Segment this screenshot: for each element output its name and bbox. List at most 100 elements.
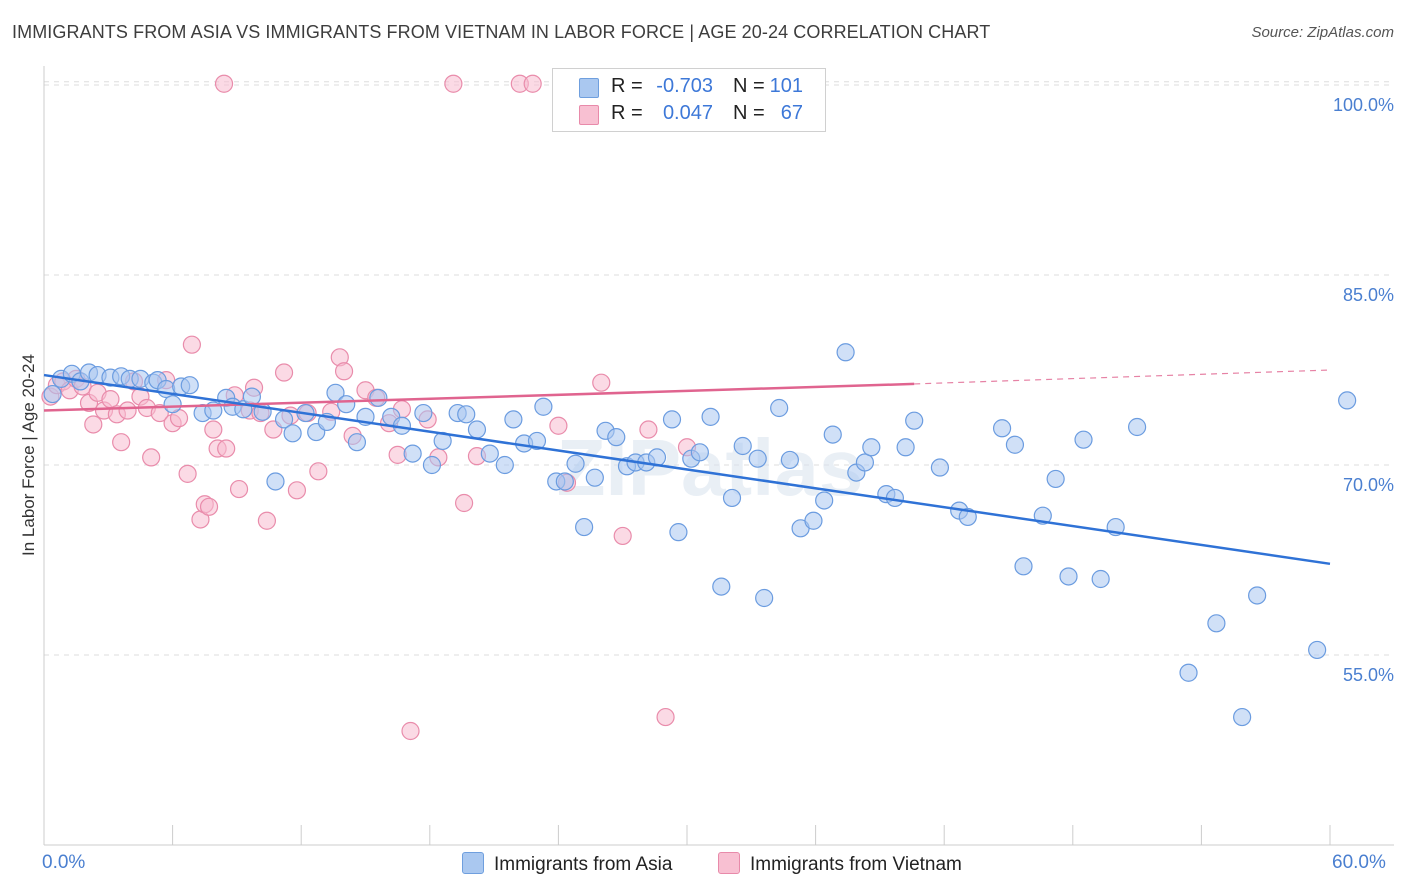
point-vietnam [656,707,675,727]
y-tick-labels: 55.0% 70.0% 85.0% 100.0% [1333,95,1394,685]
trend-vietnam [43,382,915,412]
y-tick-label: 70.0% [1343,475,1394,495]
point-asia [283,424,302,443]
trend-lines [43,369,1331,566]
point-asia [1005,435,1025,454]
point-asia [163,395,182,414]
point-asia [1179,663,1198,682]
point-asia [722,488,742,508]
legend-n-value: 67 [780,102,803,124]
legend-row-asia: R = -0.703 N = 101 [553,73,825,101]
point-asia [712,577,731,596]
point-asia [780,450,799,470]
point-asia [930,458,950,477]
point-asia [862,438,881,457]
point-asia [467,420,487,439]
point-asia [555,472,574,491]
point-asia [414,403,433,423]
point-vietnam [229,479,249,499]
axes [43,66,1394,846]
point-vietnam [118,401,137,420]
y-tick-label: 85.0% [1343,285,1394,305]
legend-n-value: 101 [769,75,803,97]
point-vietnam [454,493,474,513]
point-asia [905,411,924,430]
point-asia [566,454,585,473]
point-asia [1074,430,1093,449]
point-asia [504,410,523,429]
point-vietnam [217,439,236,458]
point-asia [701,407,720,426]
point-vietnam [309,462,328,481]
legend-swatch-vietnam [579,105,599,125]
point-asia [1014,557,1033,576]
point-asia [1091,569,1110,589]
point-vietnam [334,362,354,381]
point-asia [1233,707,1252,727]
point-vietnam [401,721,420,741]
legend-swatch-asia [462,852,484,874]
point-asia [575,517,594,537]
point-asia [755,588,774,608]
point-asia [815,491,834,510]
legend-r-value: 0.047 [662,102,713,124]
point-asia [836,343,855,362]
point-vietnam [613,526,632,546]
trend-vietnam-extension [914,369,1331,385]
legend-item-asia: Immigrants from Asia [462,852,672,876]
point-asia [770,398,789,418]
point-asia [690,443,709,462]
y-axis-label: In Labor Force | Age 20-24 [19,354,38,556]
legend-n-label: N = [733,75,765,97]
series-asia-points [43,343,1357,727]
point-vietnam [101,390,120,409]
point-vietnam [444,74,463,93]
point-vietnam [257,511,277,530]
y-tick-label: 55.0% [1343,665,1394,685]
point-vietnam [549,416,568,435]
point-vietnam [178,464,197,483]
point-asia [266,472,285,491]
point-vietnam [592,373,611,392]
point-asia [1248,586,1267,605]
point-asia [369,388,388,407]
point-vietnam [287,481,307,500]
point-asia [896,438,915,457]
point-vietnam [214,74,234,93]
legend-swatch-asia [579,78,599,98]
point-vietnam [204,420,223,439]
point-asia [733,436,752,456]
series-legend: Immigrants from Asia Immigrants from Vie… [0,852,1406,878]
legend-row-vietnam: R = 0.047 N = 67 [553,100,825,128]
y-tick-label: 100.0% [1333,95,1394,115]
point-vietnam [84,415,103,434]
point-asia [855,453,874,472]
point-asia [403,444,422,463]
legend-r-value: -0.703 [656,75,713,97]
point-asia [1046,469,1065,489]
point-asia [585,468,604,487]
point-vietnam [274,363,294,382]
point-asia [527,431,547,451]
point-asia [958,507,977,527]
point-asia [662,410,682,429]
point-asia [748,449,767,468]
legend-r-label: R = [611,102,643,124]
point-asia [495,455,514,475]
point-asia [347,433,367,452]
point-asia [1127,417,1147,437]
point-asia [992,419,1012,438]
point-asia [1338,391,1357,410]
correlation-legend: R = -0.703 N = 101 R = 0.047 N = 67 [552,68,826,132]
point-asia [607,428,626,447]
chart-title: IMMIGRANTS FROM ASIA VS IMMIGRANTS FROM … [12,22,991,42]
point-asia [1308,640,1327,660]
point-asia [804,511,823,530]
point-asia [457,405,476,424]
point-vietnam [142,448,161,467]
point-vietnam [199,497,219,516]
legend-label-asia: Immigrants from Asia [494,854,673,875]
x-min-label: 0.0% [42,852,86,873]
legend-item-vietnam: Immigrants from Vietnam [718,852,962,876]
